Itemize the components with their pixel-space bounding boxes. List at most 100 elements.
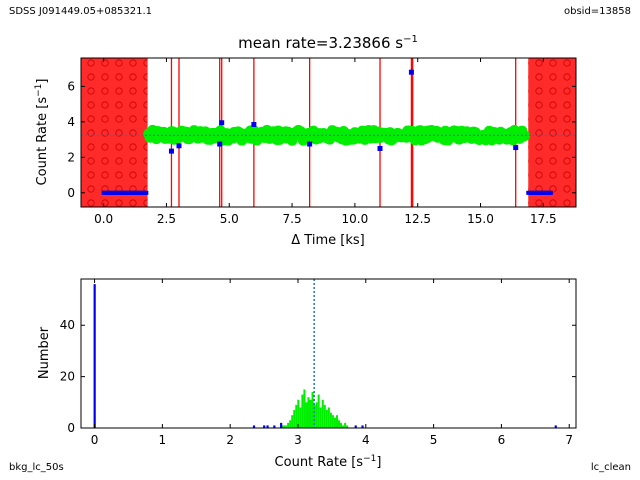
flagged-point <box>168 148 174 154</box>
clean-hist-bar <box>344 422 347 428</box>
flagged-point <box>513 145 519 151</box>
clean-hist-bar <box>305 402 308 428</box>
flagged-point <box>176 143 182 149</box>
clean-hist-bar <box>297 399 300 428</box>
x-tick-label: 7.5 <box>283 212 302 226</box>
light-curve-chart: mean rate=3.23866 s−1 0.0 2.5 5.0 7.5 10.0 12… <box>34 34 577 248</box>
y-axis-label-text: Count Rate [s <box>35 97 50 186</box>
y-tick-label: 0 <box>67 421 75 435</box>
clean-hist-bar <box>331 415 334 428</box>
flagged-point <box>217 141 223 147</box>
clean-hist-bar <box>321 399 324 428</box>
y-axis-label-exponent: −1 <box>34 84 44 97</box>
y-tick-label: 0 <box>67 186 75 200</box>
clean-point <box>518 130 530 142</box>
clean-file-label: lc_clean <box>590 462 631 473</box>
y-tick-label: 6 <box>67 79 75 93</box>
clean-hist-bar <box>307 397 310 428</box>
flagged-hist-bar <box>554 425 557 428</box>
clean-hist-bar <box>311 392 314 428</box>
x-tick-label: 12.5 <box>404 212 431 226</box>
clean-hist-bar <box>333 417 336 428</box>
zero-rate-point <box>548 190 553 195</box>
clean-hist-bar <box>340 422 343 428</box>
clean-hist-bar <box>335 415 338 428</box>
clean-hist-bar <box>303 389 306 428</box>
flagged-hist-bar <box>266 425 269 428</box>
flagged-point <box>251 122 257 128</box>
x-tick-label: 5 <box>430 433 438 447</box>
flagged-point <box>307 141 313 147</box>
flagged-hist-bar <box>280 422 283 428</box>
x-tick-label: 0.0 <box>94 212 113 226</box>
y-axis-label-bracket: ] <box>35 79 50 84</box>
y-tick-label: 4 <box>67 115 75 129</box>
x-tick-label: 17.5 <box>530 212 557 226</box>
flagged-hist-bar <box>93 284 96 428</box>
hist-x-axis-label-text: Count Rate [s <box>275 455 364 470</box>
clean-hist-bar <box>285 425 288 428</box>
light-curve-plot-area <box>81 58 576 207</box>
flagged-point <box>377 145 383 151</box>
axes-frame <box>80 278 577 429</box>
y-tick-label: 40 <box>60 318 75 332</box>
clean-hist-bar <box>309 399 312 428</box>
clean-hist-bar <box>325 410 328 428</box>
x-tick-label: 5.0 <box>220 212 239 226</box>
hist-x-axis-label-bracket: ] <box>376 455 381 470</box>
hist-x-axis-label-exponent: −1 <box>363 454 376 464</box>
x-tick-label: 15.0 <box>467 212 494 226</box>
clean-hist-bar <box>291 415 294 428</box>
clean-hist-bar <box>323 404 326 428</box>
clean-hist-bar <box>293 410 296 428</box>
clean-hist-bar <box>317 394 320 428</box>
y-tick-label: 20 <box>60 370 75 384</box>
flagged-point <box>408 69 414 75</box>
clean-hist-bar <box>346 425 349 428</box>
light-curve-axes: 0.0 2.5 5.0 7.5 10.0 12.5 15.0 17.5 0 2 4 6 <box>67 57 577 226</box>
chart-title-exponent: −1 <box>403 34 418 45</box>
flagged-hist-bar <box>361 425 364 428</box>
hist-y-axis-label: Number <box>37 326 52 379</box>
zero-rate-point <box>144 190 149 195</box>
clean-hist-bar <box>301 394 304 428</box>
clean-hist-bar <box>295 404 298 428</box>
x-tick-label: 4 <box>362 433 370 447</box>
histogram-plot-area <box>93 279 557 428</box>
clean-hist-bar <box>315 402 318 428</box>
x-tick-label: 7 <box>565 433 573 447</box>
hist-x-axis-label: Count Rate [s−1] <box>275 454 382 470</box>
flagged-hist-bar <box>273 425 276 428</box>
clean-hist-bar <box>283 425 286 428</box>
clean-hist-bar <box>329 412 332 428</box>
source-name-label: SDSS J091449.05+085321.1 <box>9 6 153 17</box>
flagged-hist-bar <box>252 425 256 428</box>
histogram-axes: 0 1 2 3 4 5 6 7 0 20 40 <box>60 278 577 447</box>
y-tick-label: 2 <box>67 150 75 164</box>
bkg-file-label: bkg_lc_50s <box>9 462 64 473</box>
rate-histogram-chart: 0 1 2 3 4 5 6 7 0 20 40 Count Rate [s−1] Number <box>37 278 577 470</box>
x-tick-label: 2.5 <box>157 212 176 226</box>
chart-title: mean rate=3.23866 s−1 <box>238 34 418 52</box>
x-tick-label: 6 <box>498 433 506 447</box>
clean-hist-bar <box>327 407 330 428</box>
clean-hist-bar <box>299 407 302 428</box>
flagged-point <box>219 120 225 126</box>
x-axis-label: Δ Time [ks] <box>291 233 364 248</box>
x-tick-label: 3 <box>294 433 302 447</box>
x-tick-label: 1 <box>159 433 167 447</box>
clean-hist-bar <box>289 420 292 428</box>
excluded-interval-hatch <box>528 58 576 207</box>
clean-hist-bar <box>342 425 345 428</box>
axes-frame <box>80 57 577 208</box>
clean-hist-bar <box>337 420 341 428</box>
x-tick-label: 0 <box>91 433 99 447</box>
x-tick-label: 10.0 <box>342 212 369 226</box>
chart-title-text: mean rate=3.23866 s <box>238 34 403 52</box>
clean-hist-bar <box>319 407 322 428</box>
flagged-hist-bar <box>354 425 357 428</box>
obsid-label: obsid=13858 <box>564 6 631 17</box>
excluded-interval-hatch <box>81 58 148 207</box>
flagged-hist-bar <box>263 425 266 428</box>
